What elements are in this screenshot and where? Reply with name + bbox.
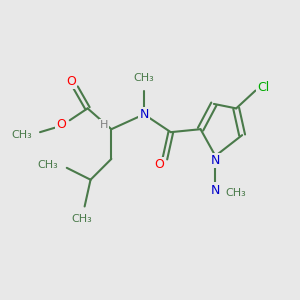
Text: CH₃: CH₃ — [226, 188, 247, 198]
Text: N: N — [211, 154, 220, 167]
Text: O: O — [154, 158, 164, 171]
Text: N: N — [140, 108, 149, 121]
Text: CH₃: CH₃ — [12, 130, 33, 140]
Text: N: N — [211, 184, 220, 196]
Text: Cl: Cl — [257, 81, 269, 94]
Text: CH₃: CH₃ — [37, 160, 58, 170]
Text: O: O — [56, 118, 66, 131]
Text: H: H — [100, 120, 108, 130]
Text: CH₃: CH₃ — [134, 73, 154, 83]
Text: CH₃: CH₃ — [71, 214, 92, 224]
Text: O: O — [66, 75, 76, 88]
